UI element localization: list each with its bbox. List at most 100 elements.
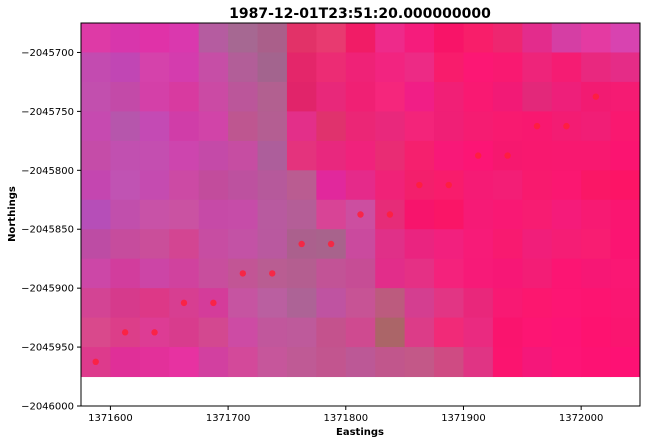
heatmap-cell xyxy=(492,347,523,378)
heatmap-cell xyxy=(551,23,582,53)
heatmap-cell xyxy=(316,81,347,112)
heatmap-cell xyxy=(139,81,170,112)
x-tick-label: 1372000 xyxy=(559,413,604,424)
heatmap-cell xyxy=(198,81,229,112)
heatmap-cell xyxy=(139,23,170,53)
heatmap-cell xyxy=(375,52,406,83)
heatmap-cell xyxy=(463,258,494,289)
x-axis: 1371600 1371700 1371800 1371900 1372000 xyxy=(88,406,603,424)
heatmap-cell xyxy=(345,317,376,348)
heatmap-cell xyxy=(316,52,347,83)
heatmap-cell xyxy=(198,229,229,260)
heatmap-cell xyxy=(492,111,523,142)
heatmap-cell xyxy=(610,258,641,289)
heatmap-cell xyxy=(492,81,523,112)
heatmap-cell xyxy=(139,347,170,378)
heatmap-cell xyxy=(375,317,406,348)
heatmap-cell xyxy=(463,347,494,378)
heatmap-cell xyxy=(375,23,406,53)
heatmap-cell xyxy=(345,23,376,53)
heatmap-cell xyxy=(404,199,435,230)
heatmap-cell xyxy=(404,81,435,112)
heatmap-cell xyxy=(610,199,641,230)
heatmap-cell xyxy=(463,23,494,53)
heatmap-cell xyxy=(139,52,170,83)
heatmap-cell xyxy=(139,199,170,230)
heatmap-cell xyxy=(257,81,288,112)
heatmap-cell xyxy=(81,81,111,112)
heatmap-cells xyxy=(81,23,641,378)
heatmap-cell xyxy=(198,199,229,230)
chart-title: 1987-12-01T23:51:20.000000000 xyxy=(229,6,491,22)
heatmap-cell xyxy=(434,81,464,112)
heatmap-cell xyxy=(610,288,641,319)
y-tick-label: −2045900 xyxy=(21,284,74,295)
heatmap-cell xyxy=(169,140,200,171)
heatmap-cell xyxy=(463,170,494,201)
heatmap-cell xyxy=(581,347,612,378)
heatmap-cell xyxy=(81,170,111,201)
y-axis-label: Northings xyxy=(7,186,18,242)
heatmap-cell xyxy=(228,140,259,171)
heatmap-cell xyxy=(463,229,494,260)
heatmap-cell xyxy=(463,111,494,142)
heatmap-cell xyxy=(110,81,141,112)
heatmap-cell xyxy=(551,258,582,289)
heatmap-cell xyxy=(228,52,259,83)
heatmap-cell xyxy=(139,258,170,289)
heatmap-cell xyxy=(345,140,376,171)
heatmap-cell xyxy=(610,23,641,53)
heatmap-cell xyxy=(139,288,170,319)
heatmap-cell xyxy=(110,229,141,260)
heatmap-cell xyxy=(286,347,317,378)
heatmap-cell xyxy=(81,288,111,319)
heatmap-cell xyxy=(434,23,464,53)
data-point xyxy=(327,240,335,248)
heatmap-cell xyxy=(110,288,141,319)
heatmap-cell xyxy=(228,229,259,260)
data-point xyxy=(504,152,511,159)
heatmap-cell xyxy=(169,317,200,348)
heatmap-cell xyxy=(169,170,200,201)
heatmap-cell xyxy=(257,23,288,53)
heatmap-cell xyxy=(581,52,612,83)
heatmap-cell xyxy=(139,229,170,260)
heatmap-cell xyxy=(81,23,111,53)
heatmap-cell xyxy=(434,288,464,319)
heatmap-cell xyxy=(581,317,612,348)
heatmap-cell xyxy=(610,347,641,378)
heatmap-cell xyxy=(492,317,523,348)
heatmap-cell xyxy=(110,111,141,142)
heatmap-cell xyxy=(551,81,582,112)
heatmap-cell xyxy=(198,317,229,348)
heatmap-cell xyxy=(581,111,612,142)
heatmap-cell xyxy=(434,111,464,142)
heatmap-cell xyxy=(463,317,494,348)
heatmap-cell xyxy=(492,23,523,53)
heatmap-cell xyxy=(198,347,229,378)
data-point xyxy=(357,211,364,218)
heatmap-cell xyxy=(375,347,406,378)
heatmap-cell xyxy=(522,23,553,53)
heatmap-cell xyxy=(316,347,347,378)
heatmap-cell xyxy=(434,347,464,378)
heatmap-cell xyxy=(551,52,582,83)
heatmap-cell xyxy=(581,288,612,319)
heatmap-cell xyxy=(345,170,376,201)
heatmap-cell xyxy=(228,23,259,53)
heatmap-cell xyxy=(404,111,435,142)
heatmap-cell xyxy=(257,52,288,83)
heatmap-cell xyxy=(404,23,435,53)
heatmap-cell xyxy=(316,23,347,53)
data-point xyxy=(563,122,570,130)
heatmap-cell xyxy=(316,317,347,348)
x-tick-label: 1371900 xyxy=(441,413,486,424)
heatmap-cell xyxy=(81,111,111,142)
heatmap-cell xyxy=(404,347,435,378)
data-point xyxy=(298,240,305,248)
heatmap-cell xyxy=(581,170,612,201)
heatmap-cell xyxy=(404,52,435,83)
heatmap-cell xyxy=(434,52,464,83)
heatmap-cell xyxy=(228,81,259,112)
heatmap-cell xyxy=(257,140,288,171)
